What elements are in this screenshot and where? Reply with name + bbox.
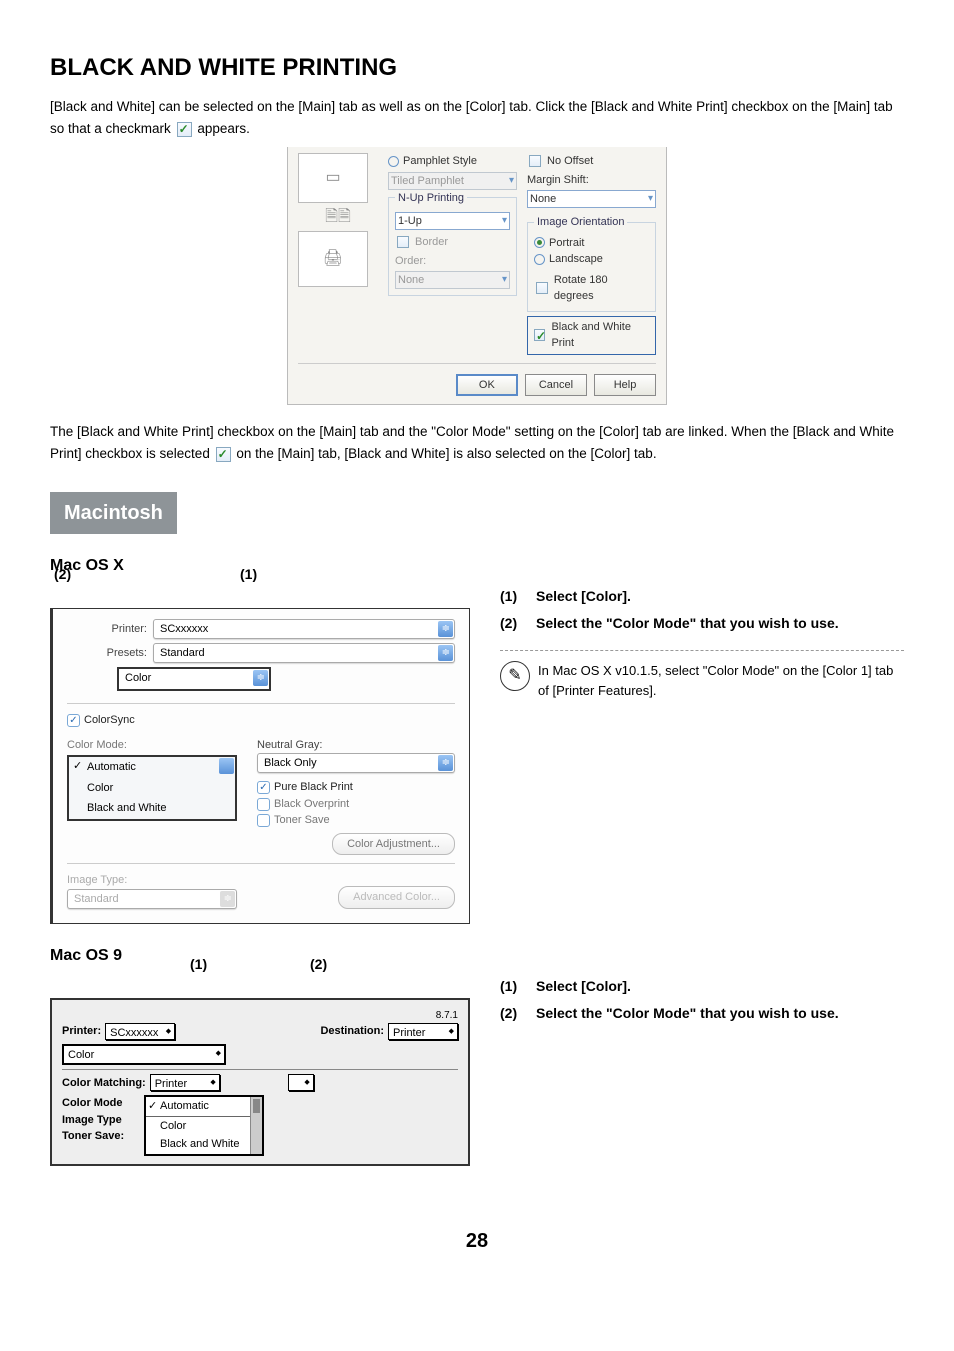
step1-num: (1) [500,586,526,607]
checkbox-glyph-checked [177,122,192,137]
cancel-button[interactable]: Cancel [525,374,587,397]
order-label: Order: [395,253,510,270]
osx-colormode-list[interactable]: Automatic Color Black and White [67,755,237,821]
intro-paragraph-1: [Black and White] can be selected on the… [50,96,904,139]
step1-text-os9: Select [Color]. [536,976,631,997]
os9-mode-label: Color Mode [62,1095,123,1112]
osx-pureblack-check[interactable]: ✓Pure Black Print [257,779,455,796]
os9-mode-dropdown[interactable]: Automatic Color Black and White [144,1095,264,1156]
os9-opt-color[interactable]: Color [146,1117,250,1136]
intro-paragraph-2: The [Black and White Print] checkbox on … [50,421,904,464]
os9-dest-label: Destination: [320,1023,384,1040]
step2-text: Select the "Color Mode" that you wish to… [536,613,839,634]
step-2-os9: (2) Select the "Color Mode" that you wis… [500,1003,904,1024]
osx-section-select[interactable]: Color [119,669,269,689]
osx-list-bw[interactable]: Black and White [69,798,235,819]
page-title: BLACK AND WHITE PRINTING [50,50,904,86]
os9-version: 8.7.1 [62,1008,458,1023]
macintosh-badge: Macintosh [50,492,177,534]
step-1-os9: (1) Select [Color]. [500,976,904,997]
windows-dialog: ▭ 🗎🗎 🖨 Pamphlet Style Tiled Pamphlet N-U… [287,147,667,405]
os9-dest-select[interactable]: Printer [388,1023,458,1040]
osx-printer-select[interactable]: SCxxxxxx [153,619,455,639]
step-1-osx: (1) Select [Color]. [500,586,904,607]
help-button[interactable]: Help [594,374,656,397]
marker-2-osx: (2) [54,564,71,585]
step2-text-os9: Select the "Color Mode" that you wish to… [536,1003,839,1024]
osx-tonersave-check[interactable]: Toner Save [257,812,455,829]
rotate-check[interactable]: Rotate 180 degrees [534,272,649,305]
portrait-radio[interactable]: Portrait [534,235,649,252]
osx-neutral-select[interactable]: Black Only [257,753,455,773]
pages-icon: 🗎🗎 [298,205,378,229]
macos9-heading: Mac OS 9 [50,944,904,968]
osx-colorsync-check[interactable]: ✓ColorSync [67,712,455,729]
landscape-radio[interactable]: Landscape [534,251,649,268]
orientation-fieldset: Image Orientation Portrait Landscape Rot… [527,214,656,312]
border-checkbox [397,236,409,248]
checkbox-glyph-checked-2 [216,447,231,462]
osx-dialog: Printer: SCxxxxxx Presets: Standard Colo… [50,608,470,924]
step1-text: Select [Color]. [536,586,631,607]
intro1-b: appears. [197,121,250,136]
marker-2-os9: (2) [310,954,327,975]
preview-icon-bottom: 🖨 [298,231,368,287]
note-row: ✎ In Mac OS X v10.1.5, select "Color Mod… [500,650,904,700]
no-offset-check[interactable]: No Offset [527,153,656,170]
osx-presets-select[interactable]: Standard [153,643,455,663]
intro2-b: on the [Main] tab, [Black and White] is … [236,446,656,461]
os9-opt-auto[interactable]: Automatic [146,1097,250,1117]
osx-imagetype-select: Standard [67,889,237,909]
step1-num-os9: (1) [500,976,526,997]
step-2-osx: (2) Select the "Color Mode" that you wis… [500,613,904,634]
os9-ts-label: Toner Save: [62,1128,124,1145]
page-number: 28 [50,1226,904,1256]
bw-print-check[interactable]: Black and White Print [532,319,651,352]
os9-printer-label: Printer: [62,1023,101,1040]
nup-fieldset: N-Up Printing 1-Up Border Order: None [388,190,517,297]
osx-neutral-label: Neutral Gray: [257,737,455,754]
os9-extra-select[interactable] [288,1074,314,1091]
preview-icon-top: ▭ [298,153,368,203]
orientation-legend: Image Orientation [534,214,627,231]
marker-1-os9: (1) [190,954,207,975]
note-icon: ✎ [500,661,530,691]
osx-imagetype-label: Image Type: [67,872,237,889]
nup-legend: N-Up Printing [395,190,467,207]
border-label: Border [415,234,448,251]
order-select: None [395,271,510,289]
bw-print-frame: Black and White Print [527,316,656,355]
osx-colormode-label: Color Mode: [67,737,237,754]
os9-printer-select[interactable]: SCxxxxxx [105,1023,175,1040]
osx-coloradj-button[interactable]: Color Adjustment... [332,833,455,856]
tiled-pamphlet-select: Tiled Pamphlet [388,172,517,190]
marker-1-osx: (1) [240,564,257,585]
macosx-heading: Mac OS X [50,554,904,578]
osx-advcolor-button: Advanced Color... [338,886,455,909]
osx-list-color[interactable]: Color [69,778,235,799]
osx-list-automatic[interactable]: Automatic [69,757,235,778]
nup-select[interactable]: 1-Up [395,212,510,230]
os9-it-label: Image Type [62,1112,122,1129]
os9-cm-label: Color Matching: [62,1075,146,1092]
osx-overprint-check[interactable]: Black Overprint [257,796,455,813]
os9-scrollbar[interactable] [250,1097,262,1154]
os9-cm-select[interactable]: Printer [150,1074,220,1091]
margin-shift-label: Margin Shift: [527,172,656,189]
osx-printer-label: Printer: [67,621,147,638]
margin-shift-select[interactable]: None [527,190,656,208]
os9-opt-bw[interactable]: Black and White [146,1135,250,1154]
step2-num-os9: (2) [500,1003,526,1024]
os9-color-section[interactable]: Color [64,1046,224,1063]
os9-dialog: 8.7.1 Printer: SCxxxxxx Destination: Pri… [50,998,470,1166]
step2-num: (2) [500,613,526,634]
osx-presets-label: Presets: [67,645,147,662]
note-text: In Mac OS X v10.1.5, select "Color Mode"… [538,661,904,700]
ok-button[interactable]: OK [456,374,518,397]
pamphlet-style-radio[interactable]: Pamphlet Style [388,153,517,170]
